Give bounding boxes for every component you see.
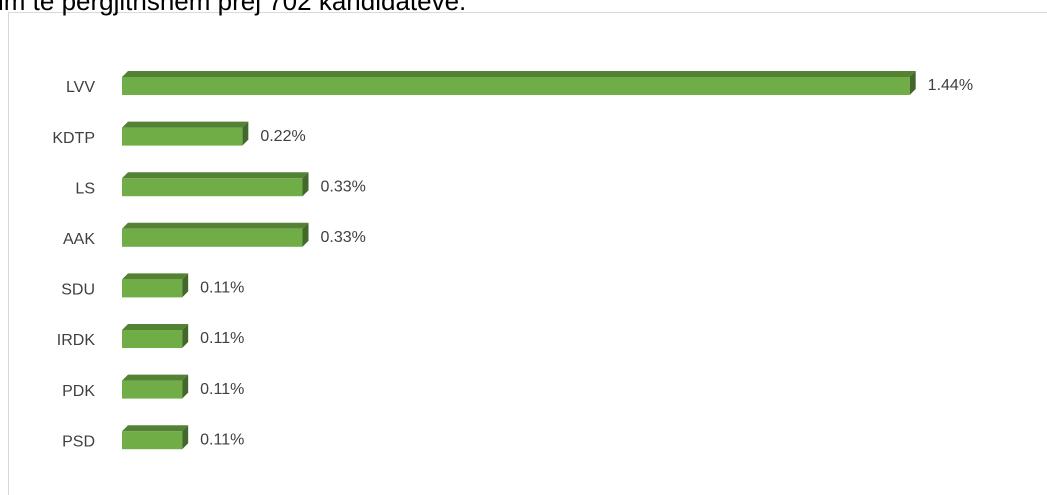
bar-top <box>122 222 309 229</box>
bar-front <box>122 380 183 399</box>
value-label: 0.11% <box>200 431 244 448</box>
y-tick-label: IRDK <box>57 332 96 349</box>
bar <box>122 425 189 450</box>
y-tick-label: SDU <box>61 282 95 299</box>
bar-front <box>122 228 303 247</box>
value-label: 0.11% <box>200 381 244 398</box>
bar-top <box>122 273 189 280</box>
bar <box>122 273 189 298</box>
bar-top <box>122 425 189 432</box>
value-label: 0.33% <box>321 229 366 246</box>
bar-side <box>182 425 189 450</box>
value-label: 0.11% <box>200 280 244 297</box>
bar-side <box>182 273 189 298</box>
bar <box>122 324 189 348</box>
value-label: 0.11% <box>200 330 244 347</box>
bar-front <box>122 330 183 348</box>
value-label: 0.33% <box>321 178 366 195</box>
y-tick-label: LVV <box>66 79 95 96</box>
bar-side <box>182 324 189 348</box>
bar-top <box>122 121 249 128</box>
value-label: 0.22% <box>260 128 305 145</box>
bar-side <box>242 121 249 146</box>
bar-side <box>182 374 189 399</box>
value-label: 1.44% <box>928 77 973 94</box>
bar-top <box>122 324 189 330</box>
bar-front <box>122 127 243 146</box>
bar-top <box>122 374 189 381</box>
chart-title: im të përgjithshëm prej 702 kandidatëve. <box>0 0 466 16</box>
bar-top <box>122 71 916 77</box>
bar <box>122 172 309 197</box>
y-tick-label: PSD <box>62 433 95 450</box>
bar <box>122 71 916 95</box>
y-tick-label: LS <box>75 180 95 197</box>
y-tick-label: KDTP <box>52 130 95 147</box>
bar-side <box>302 172 309 197</box>
bar-front <box>122 431 183 450</box>
y-tick-label: PDK <box>62 383 95 400</box>
bar-top <box>122 172 309 179</box>
bar-side <box>302 222 309 247</box>
bar <box>122 121 249 146</box>
bar-front <box>122 77 910 95</box>
bar-front <box>122 279 183 298</box>
bar <box>122 374 189 399</box>
bar <box>122 222 309 247</box>
y-tick-label: AAK <box>63 231 95 248</box>
bar-side <box>909 71 916 95</box>
bar-front <box>122 178 303 197</box>
